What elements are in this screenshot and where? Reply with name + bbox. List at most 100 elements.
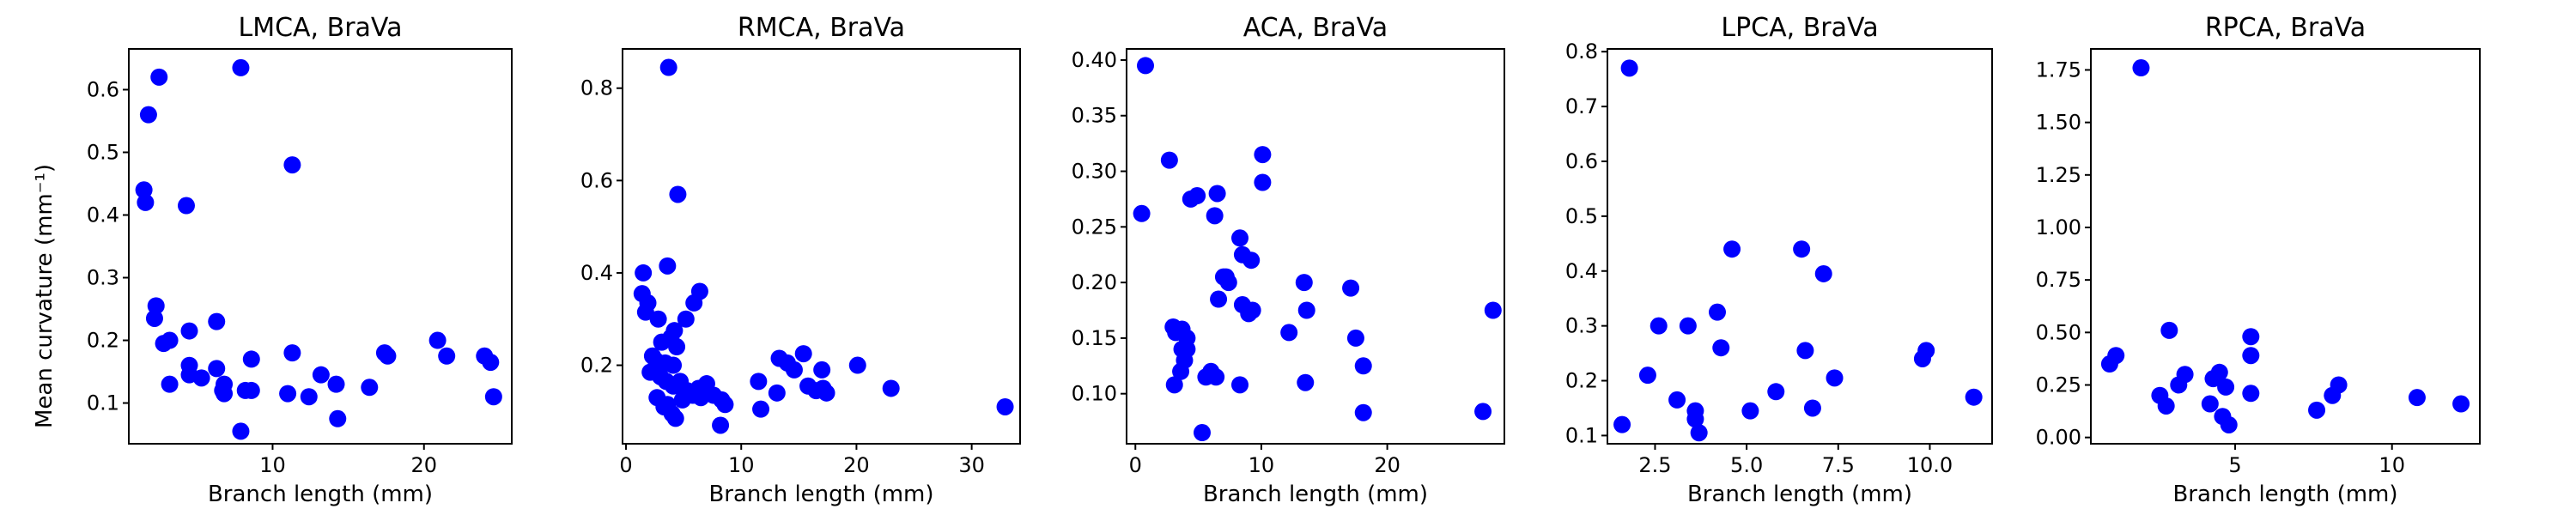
panel-rmca: RMCA, BraVa 0.2 0.4 0.6 0.8 0 10 20 30 Branch len… [580,13,1021,507]
data-point [2157,397,2175,415]
data-point [685,294,703,312]
x-axis-label: Branch length (mm) [708,482,933,507]
y-tick-label: 0.2 [1565,369,1598,393]
panel-lmca: LMCA, BraVa 0.1 0.2 0.3 0.4 0.5 0.6 10 20 Branch … [87,13,513,507]
data-point [1242,251,1261,270]
data-point [1826,369,1844,387]
x-tick-label: 5 [2228,453,2241,477]
data-point [145,309,163,327]
x-axis-label: Branch length (mm) [2172,482,2397,507]
x-tick-label: 20 [843,453,870,477]
y-tick-label: 0.20 [1072,270,1117,294]
data-point [180,366,198,384]
y-tick-label: 1.75 [2036,58,2081,82]
data-point [1295,274,1313,292]
data-point [232,422,250,440]
data-point [1649,317,1668,335]
data-point [147,297,165,315]
data-point [1165,376,1183,394]
data-point [2210,363,2228,381]
data-point [673,391,691,409]
data-point [139,106,157,124]
data-point [1346,329,1364,347]
data-point [1796,342,1814,360]
data-point [1254,173,1272,191]
data-point [768,384,786,402]
data-point [692,389,710,407]
data-point [1194,424,1211,442]
y-tick-label: 0.7 [1565,94,1598,118]
plot-frame [622,48,1021,445]
y-tick-label: 0.4 [87,203,119,227]
data-point [1280,324,1298,342]
x-axis-label: Branch length (mm) [208,482,433,507]
data-point [2242,328,2260,346]
data-point [279,385,297,403]
plot-frame [1607,48,1993,445]
plot-frame [128,48,513,445]
data-point [484,388,502,406]
y-tick-label: 0.10 [1072,382,1117,406]
y-tick-label: 0.40 [1072,48,1117,72]
data-point [208,360,226,378]
x-tick-label: 0 [619,453,632,477]
data-point [242,350,260,368]
data-point [1210,290,1228,308]
y-tick-label: 0.50 [2036,320,2081,344]
data-point [649,310,667,328]
data-point [329,409,347,427]
data-point [2220,415,2238,433]
data-point [1613,415,1631,433]
data-point [1354,403,1372,421]
data-point [1231,376,1249,394]
data-point [1254,146,1272,164]
y-tick-label: 1.25 [2036,163,2081,187]
data-point [283,156,301,174]
data-point [428,331,447,349]
y-tick-label: 0.4 [580,261,613,285]
data-point [752,400,770,418]
data-point [716,396,734,414]
data-point [242,381,260,399]
chart-title: LMCA, BraVa [238,13,402,43]
data-point [1965,388,1983,406]
y-tick-label: 0.75 [2036,268,2081,292]
data-point [996,397,1014,415]
data-point [2201,395,2219,413]
data-point [1219,274,1237,292]
data-point [438,347,456,365]
data-point [161,375,179,393]
data-point [232,58,250,76]
data-point [1160,151,1178,169]
data-point [2160,321,2178,339]
data-point [177,197,195,215]
data-point [848,356,866,374]
x-tick-label: 20 [1374,453,1400,477]
data-point [155,335,173,353]
data-point [1474,403,1492,421]
data-point [636,303,654,321]
y-tick-label: 0.2 [87,329,119,353]
data-point [2132,59,2150,77]
data-point [669,185,687,203]
y-tick-label: 0.30 [1072,160,1117,184]
y-tick-label: 1.00 [2036,215,2081,239]
data-point [750,373,768,391]
y-tick-label: 0.3 [87,266,119,290]
data-point [1620,59,1638,77]
data-point [2242,347,2260,365]
data-point [1917,342,1935,360]
x-tick-label: 7.5 [1822,453,1855,477]
data-point [283,344,301,362]
y-tick-label: 0.2 [580,354,613,378]
panel-lpca: LPCA, BraVa 0.1 0.2 0.3 0.4 0.5 0.6 0.7 0.8 2.5 5.… [1565,13,1993,507]
y-tick-label: 0.25 [1072,215,1117,239]
data-point [312,366,330,384]
data-point [1712,339,1730,357]
data-point [361,379,379,397]
data-point [2176,366,2194,384]
chart-title: LPCA, BraVa [1721,13,1878,43]
x-tick-label: 10.0 [1907,453,1953,477]
data-point [665,356,683,374]
